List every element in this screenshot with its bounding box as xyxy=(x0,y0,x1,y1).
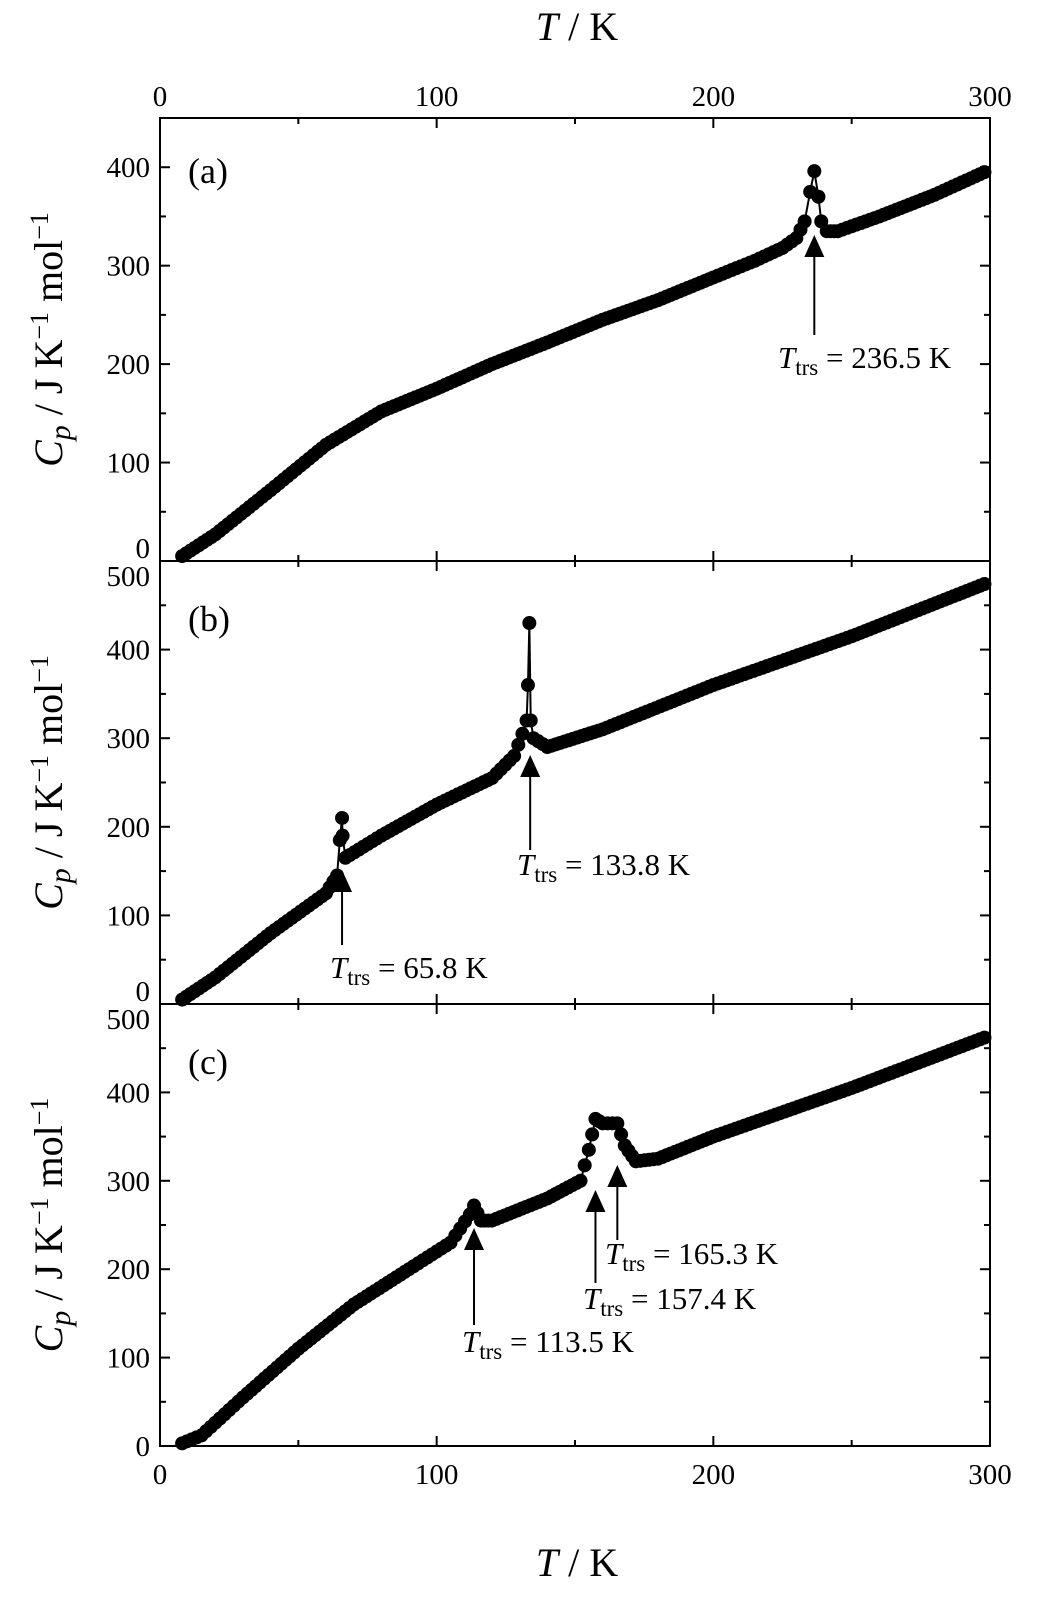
transition-label: Ttrs = 65.8 K xyxy=(330,950,488,990)
panel-a: 0 100 200 300 400 (a) Cp / J K−1 mol−1 Ttrs = 2… xyxy=(25,117,992,565)
data-point xyxy=(507,748,522,763)
annotation-arrow-head xyxy=(585,1190,606,1212)
data-point xyxy=(977,577,992,592)
x-tick-label-top: 200 xyxy=(692,81,736,113)
data-point xyxy=(797,214,812,229)
transition-label: Ttrs = 157.4 K xyxy=(583,1281,757,1321)
y-axis-title: Cp / J K−1 mol−1 xyxy=(25,1098,77,1353)
y-tick-label: 0 xyxy=(136,1431,151,1463)
data-point xyxy=(811,189,826,204)
y-tick-label: 100 xyxy=(107,448,151,480)
y-tick-label: 0 xyxy=(136,533,151,565)
panel-label: (b) xyxy=(188,599,230,639)
data-point xyxy=(520,678,535,693)
x-tick-label-bottom: 200 xyxy=(692,1459,736,1491)
data-line xyxy=(181,1036,985,1445)
data-point xyxy=(511,737,526,752)
data-point xyxy=(573,1173,588,1188)
data-point xyxy=(585,1127,600,1142)
transition-label: Ttrs = 133.8 K xyxy=(517,847,691,887)
y-tick-label: 100 xyxy=(107,900,151,932)
data-point xyxy=(523,713,538,728)
y-axis-title: Cp / J K−1 mol−1 xyxy=(25,655,77,910)
y-tick-label: 300 xyxy=(107,723,151,755)
y-tick-label: 300 xyxy=(107,251,151,283)
data-point xyxy=(614,1127,629,1142)
y-tick-label: 400 xyxy=(107,635,151,667)
x-tick-label-bottom: 300 xyxy=(968,1459,1012,1491)
y-tick-label: 300 xyxy=(107,1166,151,1198)
annotation-arrow-head xyxy=(804,235,825,257)
data-point xyxy=(522,616,537,631)
x-tick-label-bottom: 100 xyxy=(415,1459,459,1491)
data-point xyxy=(515,726,530,741)
x-tick-label-bottom: 0 xyxy=(153,1459,168,1491)
x-axis-title-bottom: T / K xyxy=(536,1540,618,1585)
panel-b: 0 100 200 300 400 500 (b) Cp / J K−1 mol−1 Ttrs … xyxy=(25,560,992,1008)
transition-label: Ttrs = 165.3 K xyxy=(605,1236,779,1276)
panel-c: 0 100 200 300 400 500 (c) Cp / J K−1 mol−1 Ttrs … xyxy=(25,1003,992,1463)
y-tick-label: 500 xyxy=(107,1004,151,1036)
annotation-arrow-head xyxy=(332,870,353,892)
data-point xyxy=(977,165,992,180)
y-tick-label: 400 xyxy=(107,1077,151,1109)
data-point xyxy=(977,1030,992,1045)
transition-label: Ttrs = 236.5 K xyxy=(778,340,952,380)
data-point xyxy=(335,810,350,825)
x-tick-label-top: 100 xyxy=(415,81,459,113)
y-tick-label: 200 xyxy=(107,1254,151,1286)
data-point xyxy=(577,1158,592,1173)
data-point xyxy=(807,164,822,179)
y-tick-label: 200 xyxy=(107,812,151,844)
y-axis-title: Cp / J K−1 mol−1 xyxy=(25,212,77,467)
panel-label: (c) xyxy=(188,1042,228,1082)
x-tick-label-top: 300 xyxy=(968,81,1012,113)
data-point xyxy=(610,1116,625,1131)
annotation-arrow-head xyxy=(464,1228,485,1250)
plot-frame xyxy=(159,1003,991,1447)
x-axis-title-top: T / K xyxy=(536,4,618,49)
y-tick-label: 0 xyxy=(136,976,151,1008)
data-point xyxy=(581,1142,596,1157)
annotation-arrow-head xyxy=(607,1165,628,1187)
annotation-arrow-head xyxy=(520,755,541,777)
data-line xyxy=(181,583,985,1001)
data-point xyxy=(335,828,350,843)
panel-label: (a) xyxy=(188,151,228,191)
transition-label: Ttrs = 113.5 K xyxy=(462,1324,635,1364)
y-tick-label: 400 xyxy=(107,152,151,184)
y-tick-label: 200 xyxy=(107,349,151,381)
y-tick-label: 100 xyxy=(107,1343,151,1375)
y-tick-label: 500 xyxy=(107,561,151,593)
x-tick-label-top: 0 xyxy=(153,81,168,113)
